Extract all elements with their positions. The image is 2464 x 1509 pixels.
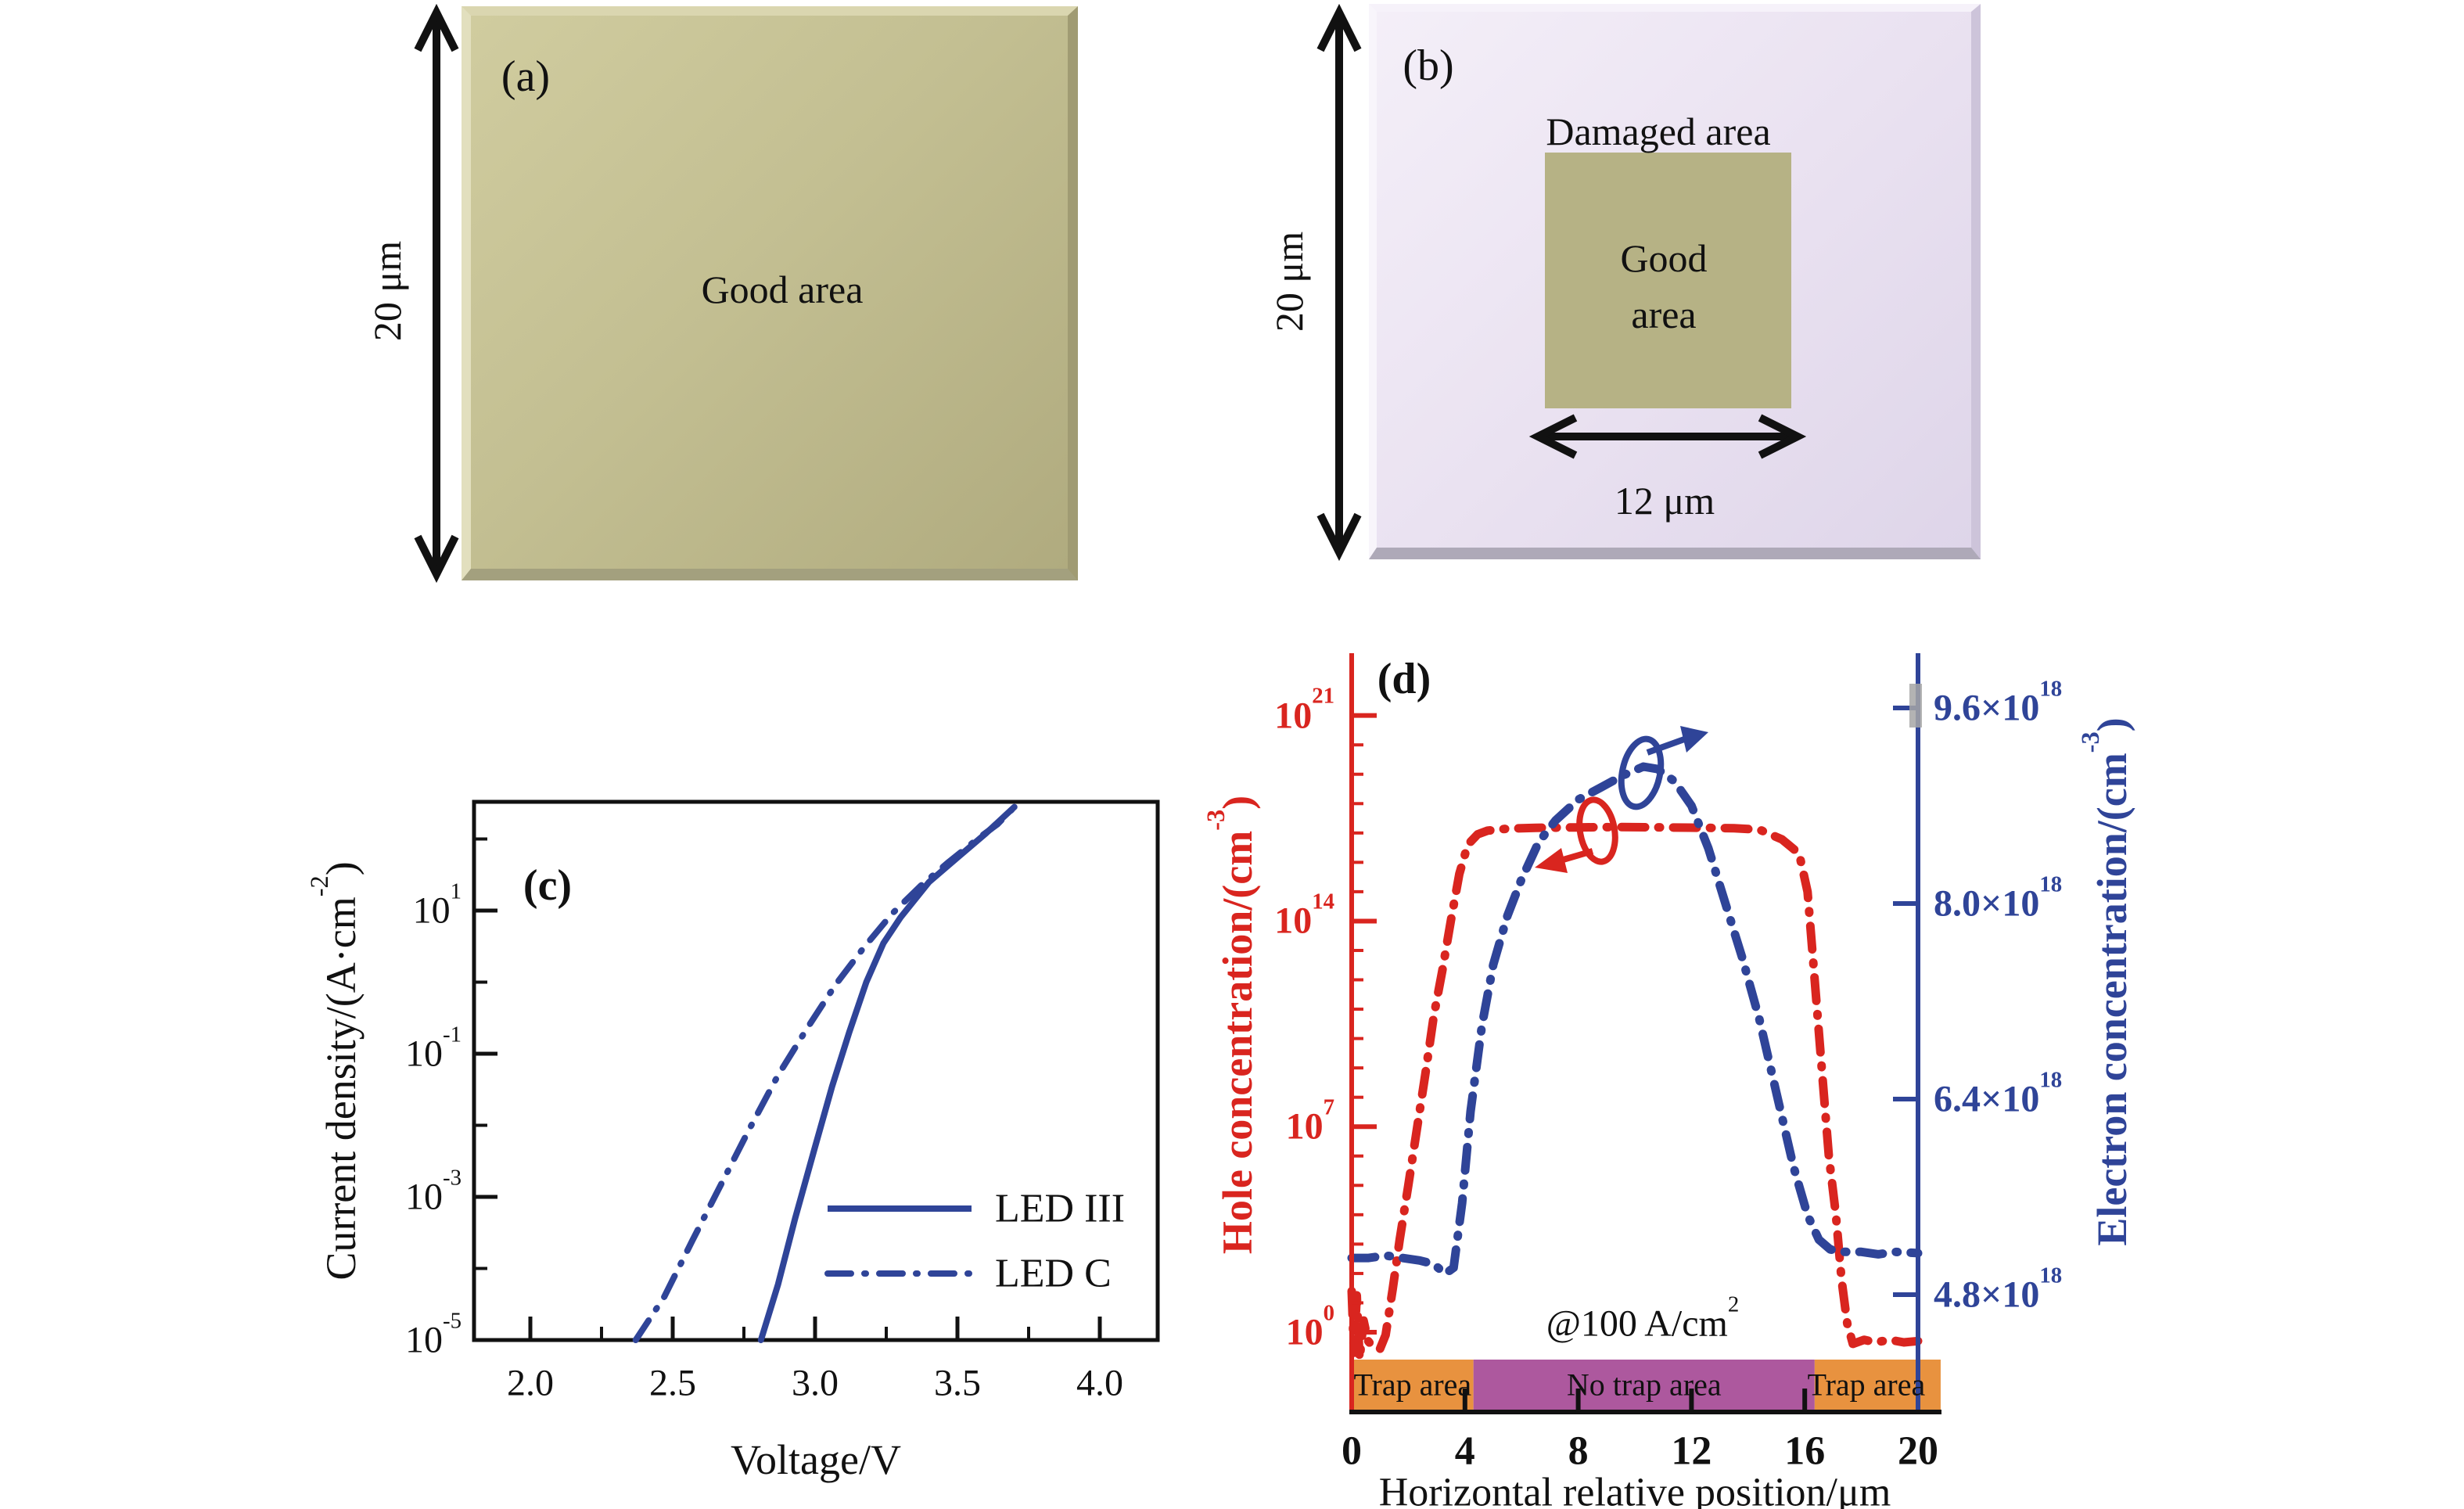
panel-d-left-tick-label: 100 [1285,1300,1334,1353]
panel-c-y-tick-label: 10-1 [405,1022,462,1075]
gray-scan-artifact [1909,684,1922,728]
panel-b-width-dimension-label: 12 μm [1614,479,1715,523]
region-bar-trap [1352,1360,1474,1410]
electron-axis-indicator-arrow [1646,735,1688,756]
region-bar-label-trap: Trap area [1353,1367,1472,1403]
panel-b-good-area-label-line1: Good [1620,236,1708,280]
panel-d-right-axis-title: Electron concentration/(cm-3) [2076,717,2135,1246]
panel-a-good-area-label: Good area [701,268,864,311]
electron-axis-indicator-arrowhead [1680,726,1708,753]
panel-d-left-axis-title: Hole concentration/(cm-3) [1201,795,1261,1255]
panel-d-right-tick-label: 6.4×1018 [1934,1067,2063,1120]
panel-d-x-tick-label: 0 [1342,1428,1362,1474]
panel-c-x-tick-label: 3.5 [934,1362,981,1404]
panel-d-x-tick-label: 20 [1898,1428,1938,1474]
panel-d-x-axis-title: Horizontal relative position/μm [1378,1470,1891,1509]
hole-axis-indicator-arrowhead [1535,848,1568,873]
panel-b-width-arrow [1528,414,1807,459]
panel-d-x-tick-label: 4 [1454,1428,1475,1474]
panel-c-x-tick-label: 3.0 [792,1362,839,1404]
hole-concentration-curve [1347,822,1923,1364]
panel-c-y-tick-label: 101 [412,878,462,932]
panel-d-right-tick-label: 9.6×1018 [1934,676,2063,729]
panel-c-y-tick-label: 10-3 [405,1165,462,1218]
electron-axis-indicator-ellipse [1618,735,1665,810]
led-iii-curve [757,803,1018,1343]
panel-c-x-tick-label: 2.0 [507,1362,554,1404]
region-bar-label-no-trap: No trap area [1566,1367,1722,1403]
panel-d-x-tick-label: 12 [1671,1428,1712,1474]
led-c-curve [632,803,1018,1343]
panel-d-current-density-annotation: @100 A/cm2 [1546,1292,1740,1345]
region-bar-label-trap: Trap area [1807,1367,1926,1403]
panel-b-damaged-square [1369,4,1981,559]
panel-b-height-arrow [1316,3,1362,562]
panel-c-y-axis-title: Current density/(A·cm-2) [305,861,365,1281]
panel-d-label: (d) [1377,655,1431,703]
panel-a-height-arrow [414,3,459,584]
panel-b-good-area-label-line2: area [1631,293,1697,336]
legend-label-led-iii: LED III [995,1186,1126,1231]
panel-c-y-tick-label: 10-5 [405,1308,462,1361]
region-bar-no-trap [1473,1360,1815,1410]
panel-c-label: (c) [523,861,573,910]
panel-c-x-tick-label: 4.0 [1076,1362,1123,1404]
panel-a-good-square [462,6,1078,580]
legend-label-led-c: LED C [995,1251,1112,1296]
panel-d-left-tick-label: 107 [1285,1094,1334,1148]
panel-d-x-tick-label: 16 [1784,1428,1826,1474]
panel-d-x-tick-label: 8 [1568,1428,1589,1474]
panel-d-left-tick-label: 1014 [1274,889,1334,942]
panel-b-label: (b) [1403,41,1454,90]
hole-axis-indicator-ellipse [1576,796,1618,865]
panel-c-x-tick-label: 2.5 [649,1362,696,1404]
panel-a-label: (a) [501,52,551,101]
panel-b-damaged-area-label: Damaged area [1546,110,1771,153]
panel-b-good-square [1545,153,1791,408]
panel-c-x-axis-title: Voltage/V [731,1436,901,1483]
panel-d-right-tick-label: 4.8×1018 [1934,1263,2063,1316]
panel-d-left-tick-label: 1021 [1274,683,1334,737]
panel-d-right-tick-label: 8.0×1018 [1934,871,2063,925]
